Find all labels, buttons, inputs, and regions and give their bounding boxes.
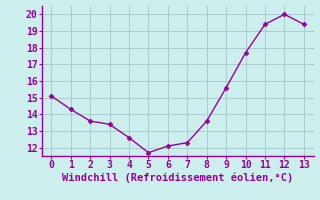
X-axis label: Windchill (Refroidissement éolien,°C): Windchill (Refroidissement éolien,°C) (62, 173, 293, 183)
